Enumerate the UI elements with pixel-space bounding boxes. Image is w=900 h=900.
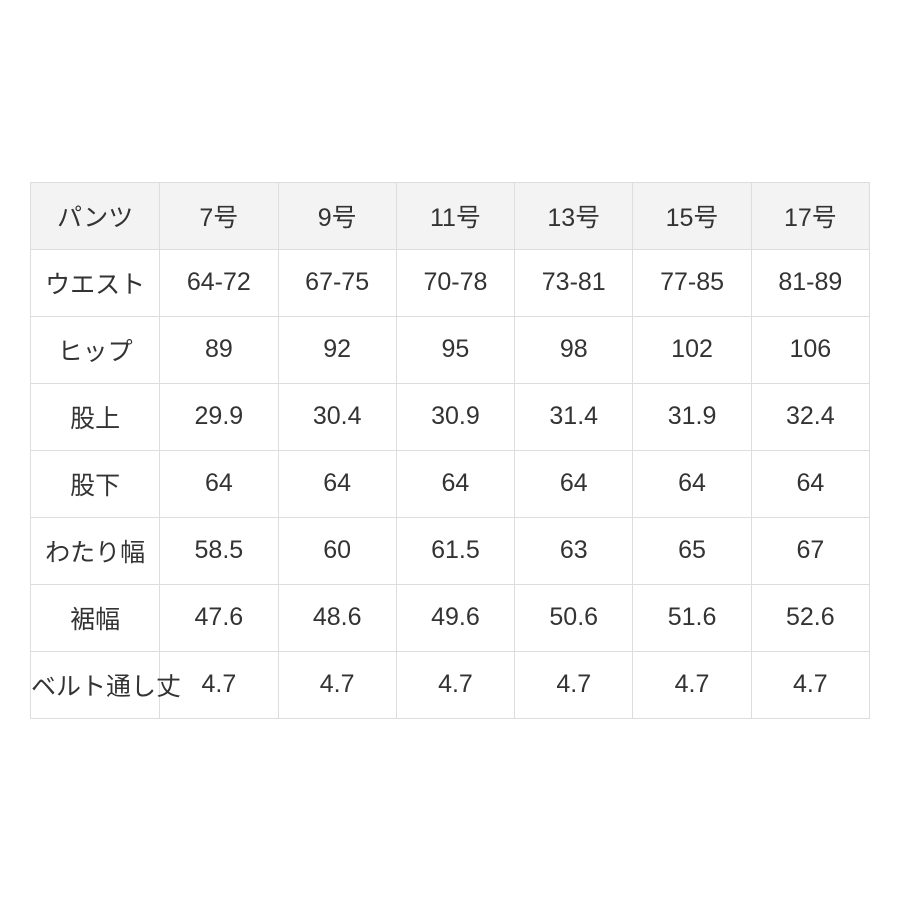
table-cell: 58.5 bbox=[160, 517, 278, 584]
table-cell: 67 bbox=[751, 517, 869, 584]
table-cell: 52.6 bbox=[751, 584, 869, 651]
table-cell: 4.7 bbox=[751, 651, 869, 718]
table-cell: 51.6 bbox=[633, 584, 751, 651]
table-row: 股下646464646464 bbox=[31, 450, 870, 517]
column-header: 13号 bbox=[515, 182, 633, 249]
table-row: わたり幅58.56061.5636567 bbox=[31, 517, 870, 584]
table-cell: 64 bbox=[396, 450, 514, 517]
table-row: 裾幅47.648.649.650.651.652.6 bbox=[31, 584, 870, 651]
row-label: ベルト通し丈 bbox=[31, 651, 160, 718]
table-cell: 81-89 bbox=[751, 249, 869, 316]
table-cell: 64 bbox=[633, 450, 751, 517]
table-cell: 4.7 bbox=[278, 651, 396, 718]
table-cell: 67-75 bbox=[278, 249, 396, 316]
table-cell: 106 bbox=[751, 316, 869, 383]
table-cell: 4.7 bbox=[396, 651, 514, 718]
table-cell: 70-78 bbox=[396, 249, 514, 316]
table-cell: 47.6 bbox=[160, 584, 278, 651]
table-row: ヒップ89929598102106 bbox=[31, 316, 870, 383]
table-cell: 98 bbox=[515, 316, 633, 383]
column-header: 9号 bbox=[278, 182, 396, 249]
row-label: 股上 bbox=[31, 383, 160, 450]
table-cell: 64 bbox=[278, 450, 396, 517]
table-cell: 64 bbox=[160, 450, 278, 517]
column-header: パンツ bbox=[31, 182, 160, 249]
row-label: ウエスト bbox=[31, 249, 160, 316]
column-header: 17号 bbox=[751, 182, 869, 249]
table-cell: 92 bbox=[278, 316, 396, 383]
table-cell: 64 bbox=[751, 450, 869, 517]
table-cell: 32.4 bbox=[751, 383, 869, 450]
table-header-row: パンツ7号9号11号13号15号17号 bbox=[31, 182, 870, 249]
table-cell: 31.9 bbox=[633, 383, 751, 450]
table-cell: 65 bbox=[633, 517, 751, 584]
table-cell: 4.7 bbox=[515, 651, 633, 718]
column-header: 11号 bbox=[396, 182, 514, 249]
column-header: 15号 bbox=[633, 182, 751, 249]
table-cell: 77-85 bbox=[633, 249, 751, 316]
size-table: パンツ7号9号11号13号15号17号ウエスト64-7267-7570-7873… bbox=[30, 182, 870, 719]
table-cell: 29.9 bbox=[160, 383, 278, 450]
table-cell: 30.9 bbox=[396, 383, 514, 450]
table-cell: 102 bbox=[633, 316, 751, 383]
table-cell: 95 bbox=[396, 316, 514, 383]
row-label: 股下 bbox=[31, 450, 160, 517]
table-cell: 64-72 bbox=[160, 249, 278, 316]
table-cell: 73-81 bbox=[515, 249, 633, 316]
table-cell: 61.5 bbox=[396, 517, 514, 584]
table-cell: 50.6 bbox=[515, 584, 633, 651]
row-label: わたり幅 bbox=[31, 517, 160, 584]
table-cell: 64 bbox=[515, 450, 633, 517]
table-cell: 89 bbox=[160, 316, 278, 383]
table-cell: 49.6 bbox=[396, 584, 514, 651]
column-header: 7号 bbox=[160, 182, 278, 249]
table-cell: 48.6 bbox=[278, 584, 396, 651]
table-cell: 63 bbox=[515, 517, 633, 584]
table-row: ベルト通し丈4.74.74.74.74.74.7 bbox=[31, 651, 870, 718]
table-cell: 31.4 bbox=[515, 383, 633, 450]
row-label: 裾幅 bbox=[31, 584, 160, 651]
table-cell: 4.7 bbox=[633, 651, 751, 718]
table-cell: 60 bbox=[278, 517, 396, 584]
table-cell: 30.4 bbox=[278, 383, 396, 450]
page: パンツ7号9号11号13号15号17号ウエスト64-7267-7570-7873… bbox=[0, 0, 900, 900]
table-row: ウエスト64-7267-7570-7873-8177-8581-89 bbox=[31, 249, 870, 316]
table-row: 股上29.930.430.931.431.932.4 bbox=[31, 383, 870, 450]
row-label: ヒップ bbox=[31, 316, 160, 383]
